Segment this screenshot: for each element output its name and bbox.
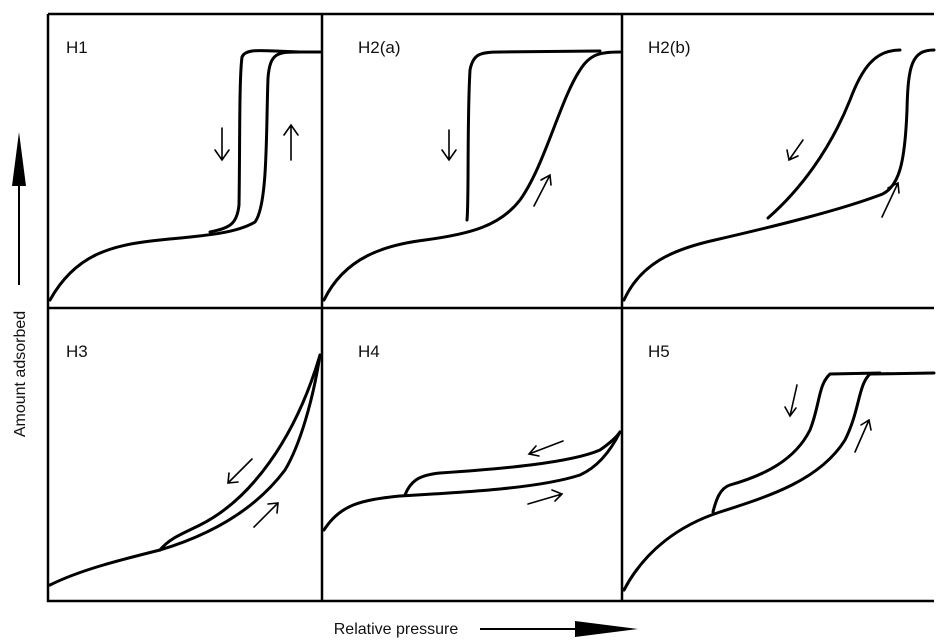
panel-label-h1: H1 [66,38,88,57]
h3-desorption-arrow [227,458,253,484]
y-axis-arrow-icon [12,132,26,285]
panel-h1: H1 [48,38,322,302]
h1-adsorption-branch [48,50,322,302]
h2b-adsorption-branch [622,48,936,302]
h5-desorption-arrow [784,384,798,418]
h3-adsorption-branch [48,353,322,587]
h2a-adsorption-branch [322,50,622,302]
panel-h3: H3 [48,342,322,587]
panel-label-h5: H5 [648,342,670,361]
h3-adsorption-arrow [253,502,279,528]
x-axis-arrow-icon [480,621,638,637]
h5-desorption-branch [711,371,882,514]
panel-h2b: H2(b) [622,38,936,302]
h4-desorption-arrow [527,440,564,457]
grid-frame [46,12,934,603]
h2b-desorption-arrow [786,139,804,162]
x-axis-annotation: Relative pressure [334,621,638,638]
panel-label-h2a: H2(a) [358,38,401,57]
y-axis-label: Amount adsorbed [12,311,29,437]
panel-label-h2b: H2(b) [648,38,691,57]
panel-label-h4: H4 [358,342,380,361]
panel-grid [46,12,934,603]
h5-adsorption-arrow [854,418,872,453]
panel-h2a: H2(a) [322,38,622,302]
h1-adsorption-arrow [283,123,299,161]
h1-desorption-arrow [214,127,230,162]
h4-adsorption-arrow [527,489,564,505]
panel-h5: H5 [622,342,936,592]
h3-desorption-branch [158,353,322,552]
h4-desorption-branch [403,430,622,497]
h2a-desorption-arrow [441,129,457,162]
x-axis-label: Relative pressure [334,621,459,638]
h2b-adsorption-arrow [881,181,900,218]
panel-label-h3: H3 [66,342,88,361]
panel-h4: H4 [322,342,622,532]
h2a-adsorption-arrow [533,173,552,207]
h2a-desorption-branch [465,49,602,222]
y-axis-annotation: Amount adsorbed [12,132,29,437]
h4-adsorption-branch [322,430,622,532]
h1-desorption-branch [208,49,302,234]
h2b-desorption-branch [766,48,902,220]
h5-adsorption-branch [622,371,936,592]
